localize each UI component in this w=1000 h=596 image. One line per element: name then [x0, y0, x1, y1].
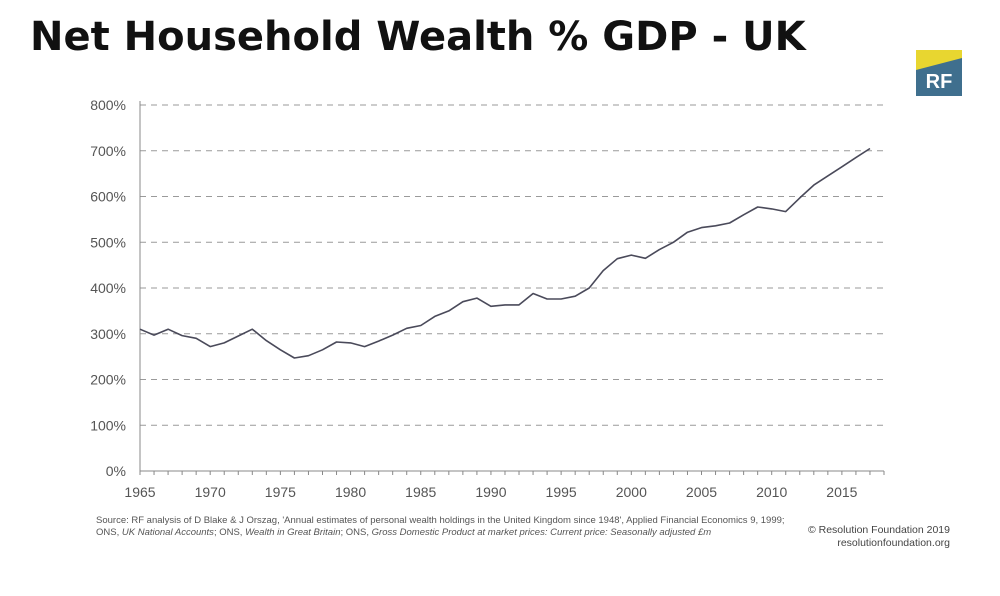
x-tick-label-1980: 1980	[335, 484, 366, 500]
series-line-0	[139, 147, 871, 359]
source-national-accounts: UK National Accounts	[121, 527, 214, 538]
x-tick-label-2015: 2015	[826, 484, 857, 500]
source-note: Source: RF analysis of D Blake & J Orsza…	[96, 515, 796, 539]
page-title: Net Household Wealth % GDP - UK	[30, 14, 806, 60]
x-tick-label-1995: 1995	[546, 484, 577, 500]
y-tick-label-500: 500%	[90, 234, 126, 250]
y-tick-label-700: 700%	[90, 143, 126, 159]
source-gdp: Gross Domestic Product at market prices:…	[371, 527, 712, 538]
y-tick-label-100: 100%	[90, 417, 126, 433]
gridlines	[140, 104, 884, 426]
credit: © Resolution Foundation 2019 resolutionf…	[808, 524, 950, 550]
y-tick-label-200: 200%	[90, 372, 126, 388]
y-tick-label-300: 300%	[90, 326, 126, 342]
y-tick-label-400: 400%	[90, 280, 126, 296]
copyright-text: © Resolution Foundation 2019	[807, 524, 950, 536]
x-tick-label-1970: 1970	[195, 484, 226, 500]
logo-text: RF	[926, 71, 953, 93]
y-axis-ticks: 0% 100% 200% 300% 400% 500% 600% 700% 800%	[90, 97, 126, 479]
x-tick-label-2000: 2000	[616, 484, 647, 500]
x-tick-label-2005: 2005	[686, 484, 717, 500]
resolution-foundation-logo: RF	[916, 50, 962, 96]
x-tick-label-1965: 1965	[124, 484, 155, 500]
x-tick-label-1985: 1985	[405, 484, 436, 500]
source-ons-1: ONS,	[96, 527, 122, 538]
x-tick-label-1990: 1990	[475, 484, 506, 500]
x-tick-label-2010: 2010	[756, 484, 787, 500]
y-tick-label-0: 0%	[106, 463, 126, 479]
series-layer	[139, 147, 871, 359]
source-line-1: Source: RF analysis of D Blake & J Orsza…	[96, 515, 785, 526]
y-tick-label-600: 600%	[90, 189, 126, 205]
x-tick-label-1975: 1975	[265, 484, 296, 500]
source-ons-3: ; ONS,	[340, 527, 372, 538]
y-tick-label-800: 800%	[90, 97, 126, 113]
x-axis: 1965 1970 1975 1980 1985 1990 1995 2000 2005 2010…	[124, 101, 885, 500]
source-wealth-gb: Wealth in Great Britain	[245, 527, 341, 538]
source-ons-2: ; ONS,	[213, 527, 246, 538]
website-text: resolutionfoundation.org	[837, 537, 950, 549]
